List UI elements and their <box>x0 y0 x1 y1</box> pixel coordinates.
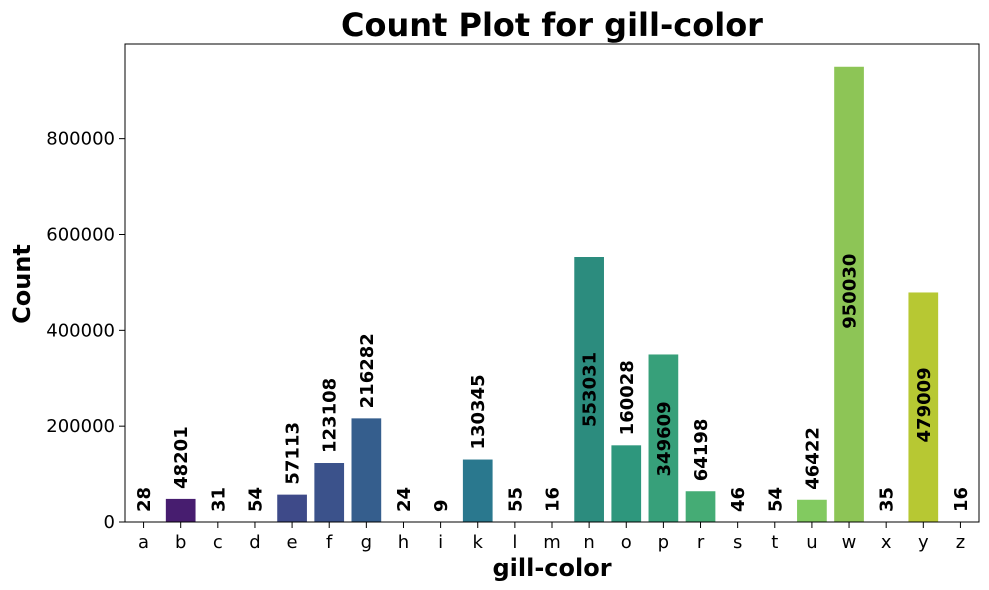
data-label-a: 28 <box>134 487 155 512</box>
y-tick-label: 200000 <box>46 416 115 437</box>
bar-b <box>165 498 196 522</box>
data-label-s: 46 <box>728 487 749 512</box>
y-tick-label: 800000 <box>46 129 115 150</box>
data-label-x: 35 <box>877 487 898 512</box>
data-label-n: 553031 <box>580 352 601 427</box>
data-label-l: 55 <box>505 487 526 512</box>
x-tick-label: e <box>287 532 298 553</box>
x-tick-label: g <box>361 532 372 553</box>
data-label-i: 9 <box>431 499 452 512</box>
data-label-r: 64198 <box>691 419 712 482</box>
x-tick-label: c <box>213 532 223 553</box>
x-tick-label: o <box>621 532 632 553</box>
bar-f <box>314 463 345 522</box>
x-tick-label: k <box>473 532 484 553</box>
x-tick-label: a <box>138 532 149 553</box>
x-tick-label: b <box>175 532 186 553</box>
y-tick-label: 600000 <box>46 224 115 245</box>
x-tick-label: s <box>733 532 742 553</box>
x-tick-label: n <box>583 532 594 553</box>
bar-p <box>648 354 679 522</box>
x-tick-label: x <box>881 532 892 553</box>
data-label-t: 54 <box>765 487 786 512</box>
bar-r <box>685 491 716 522</box>
x-tick-label: h <box>398 532 409 553</box>
data-label-y: 479009 <box>914 367 935 442</box>
data-label-z: 16 <box>951 487 972 512</box>
y-tick-label: 0 <box>104 512 115 533</box>
data-label-e: 57113 <box>283 422 304 485</box>
bar-u <box>797 499 827 522</box>
x-tick-label: d <box>249 532 260 553</box>
data-label-w: 950030 <box>840 254 861 329</box>
data-label-d: 54 <box>245 487 266 512</box>
x-tick-label: z <box>956 532 965 553</box>
y-axis-title: Count <box>8 244 36 324</box>
bar-y <box>908 292 939 522</box>
bar-w <box>834 66 864 522</box>
data-label-k: 130345 <box>468 374 489 449</box>
data-label-o: 160028 <box>617 360 638 435</box>
x-tick-label: p <box>658 532 669 553</box>
plot-area: 0 200000 400000 600000 800000 a b c d e f g h i k l m n o p… <box>46 43 980 553</box>
x-tick-label: f <box>326 532 333 553</box>
data-label-b: 48201 <box>171 426 192 489</box>
data-label-c: 31 <box>208 487 229 512</box>
data-label-u: 46422 <box>802 427 823 490</box>
x-tick-label: u <box>806 532 817 553</box>
bar-g <box>351 418 382 522</box>
x-tick-label: l <box>512 532 517 553</box>
x-tick-label: m <box>543 532 561 553</box>
bar-e <box>277 494 307 522</box>
x-tick-label: i <box>438 532 443 553</box>
data-label-h: 24 <box>394 487 415 512</box>
x-tick-label: w <box>842 532 857 553</box>
data-label-m: 16 <box>543 487 564 512</box>
chart-title: Count Plot for gill-color <box>341 6 763 44</box>
data-label-p: 349609 <box>654 401 675 476</box>
y-tick-label: 400000 <box>46 320 115 341</box>
x-tick-label: t <box>771 532 778 553</box>
data-label-g: 216282 <box>357 333 378 408</box>
bar-k <box>462 459 493 522</box>
x-axis-title: gill-color <box>492 554 611 582</box>
x-tick-label: r <box>697 532 705 553</box>
bar-o <box>611 445 642 522</box>
x-tick-label: y <box>918 532 929 553</box>
data-label-f: 123108 <box>320 378 341 453</box>
bar-n <box>574 257 604 522</box>
